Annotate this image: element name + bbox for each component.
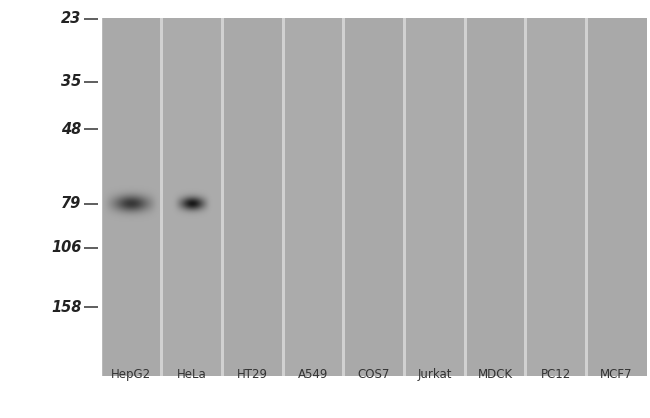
Text: PC12: PC12 bbox=[541, 368, 571, 381]
Text: 79: 79 bbox=[61, 196, 81, 211]
Text: A549: A549 bbox=[298, 368, 328, 381]
Text: COS7: COS7 bbox=[358, 368, 390, 381]
Text: HepG2: HepG2 bbox=[111, 368, 151, 381]
Text: 106: 106 bbox=[51, 240, 81, 255]
Text: HeLa: HeLa bbox=[177, 368, 207, 381]
Text: 23: 23 bbox=[61, 11, 81, 26]
Text: 158: 158 bbox=[51, 300, 81, 315]
Text: Jurkat: Jurkat bbox=[417, 368, 452, 381]
Bar bbox=[0, 0, 101, 418]
Text: 35: 35 bbox=[61, 74, 81, 89]
Text: HT29: HT29 bbox=[237, 368, 268, 381]
Text: MCF7: MCF7 bbox=[600, 368, 632, 381]
Text: MDCK: MDCK bbox=[478, 368, 513, 381]
Text: 48: 48 bbox=[61, 122, 81, 137]
